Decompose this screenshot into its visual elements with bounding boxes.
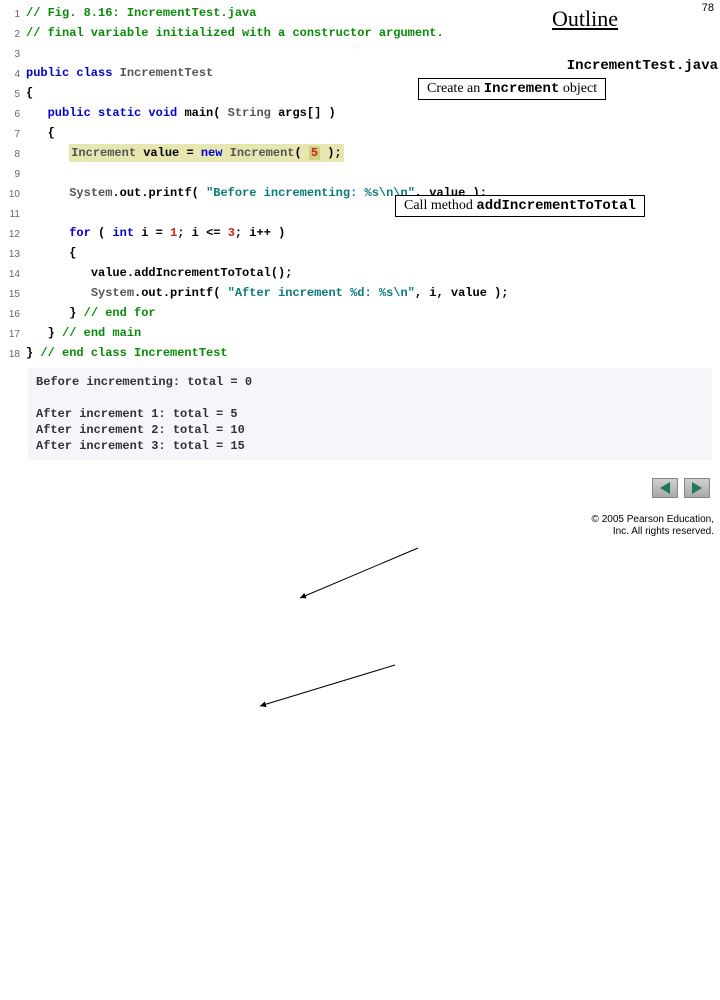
next-button[interactable] (684, 478, 710, 498)
line-number: 8 (4, 144, 26, 164)
line-number: 18 (4, 344, 26, 364)
highlighted-line: Increment value = new Increment( 5 ); (69, 144, 343, 162)
triangle-left-icon (660, 482, 670, 494)
callout-create-object: Create an Increment object (418, 78, 606, 100)
code-line: 6 public static void main( String args[]… (4, 104, 720, 124)
code-line: 8 Increment value = new Increment( 5 ); (4, 144, 720, 164)
line-number: 5 (4, 84, 26, 104)
code-text: Increment value = new Increment( 5 ); (26, 144, 720, 164)
nav-buttons (652, 478, 710, 498)
line-number: 6 (4, 104, 26, 124)
line-number: 14 (4, 264, 26, 284)
code-text: { (26, 124, 720, 144)
code-text: } // end main (26, 324, 720, 344)
code-line: 7 { (4, 124, 720, 144)
code-text: } // end class IncrementTest (26, 344, 720, 364)
line-number: 1 (4, 4, 26, 24)
code-line: 15 System.out.printf( "After increment %… (4, 284, 720, 304)
callout-mono: addIncrementToTotal (476, 198, 636, 214)
line-number: 13 (4, 244, 26, 264)
line-number: 15 (4, 284, 26, 304)
callout-mono: Increment (484, 81, 560, 97)
line-number: 4 (4, 64, 26, 84)
code-line: 16 } // end for (4, 304, 720, 324)
callout-text: object (559, 81, 597, 96)
line-number: 2 (4, 24, 26, 44)
line-number: 3 (4, 44, 26, 64)
code-text: } // end for (26, 304, 720, 324)
code-line: 18} // end class IncrementTest (4, 344, 720, 364)
line-number: 9 (4, 164, 26, 184)
code-text: System.out.printf( "After increment %d: … (26, 284, 720, 304)
callout-call-method: Call method addIncrementToTotal (395, 195, 645, 217)
line-number: 11 (4, 204, 26, 224)
line-number: 10 (4, 184, 26, 204)
callout-text: Call method (404, 198, 476, 213)
code-line: 17 } // end main (4, 324, 720, 344)
line-number: 12 (4, 224, 26, 244)
line-number: 17 (4, 324, 26, 344)
code-listing: 1// Fig. 8.16: IncrementTest.java2// fin… (0, 0, 720, 364)
code-text: value.addIncrementToTotal(); (26, 264, 720, 284)
code-line: 14 value.addIncrementToTotal(); (4, 264, 720, 284)
page-number: 78 (702, 2, 714, 14)
code-text: for ( int i = 1; i <= 3; i++ ) (26, 224, 720, 244)
outline-title: Outline (552, 6, 618, 32)
code-line: 9 (4, 164, 720, 184)
copyright: © 2005 Pearson Education, Inc. All right… (592, 514, 714, 538)
code-text: { (26, 244, 720, 264)
code-text: { (26, 84, 720, 104)
code-line: 13 { (4, 244, 720, 264)
callout-arrow (0, 460, 720, 1000)
code-text (26, 164, 720, 184)
code-text: public static void main( String args[] ) (26, 104, 720, 124)
filename-label: IncrementTest.java (567, 58, 718, 74)
code-line: 12 for ( int i = 1; i <= 3; i++ ) (4, 224, 720, 244)
line-number: 16 (4, 304, 26, 324)
triangle-right-icon (692, 482, 702, 494)
callout-arrow (0, 460, 720, 1000)
callout-text: Create an (427, 81, 484, 96)
line-number: 7 (4, 124, 26, 144)
code-line: 5{ (4, 84, 720, 104)
prev-button[interactable] (652, 478, 678, 498)
program-output: Before incrementing: total = 0 After inc… (28, 368, 712, 460)
